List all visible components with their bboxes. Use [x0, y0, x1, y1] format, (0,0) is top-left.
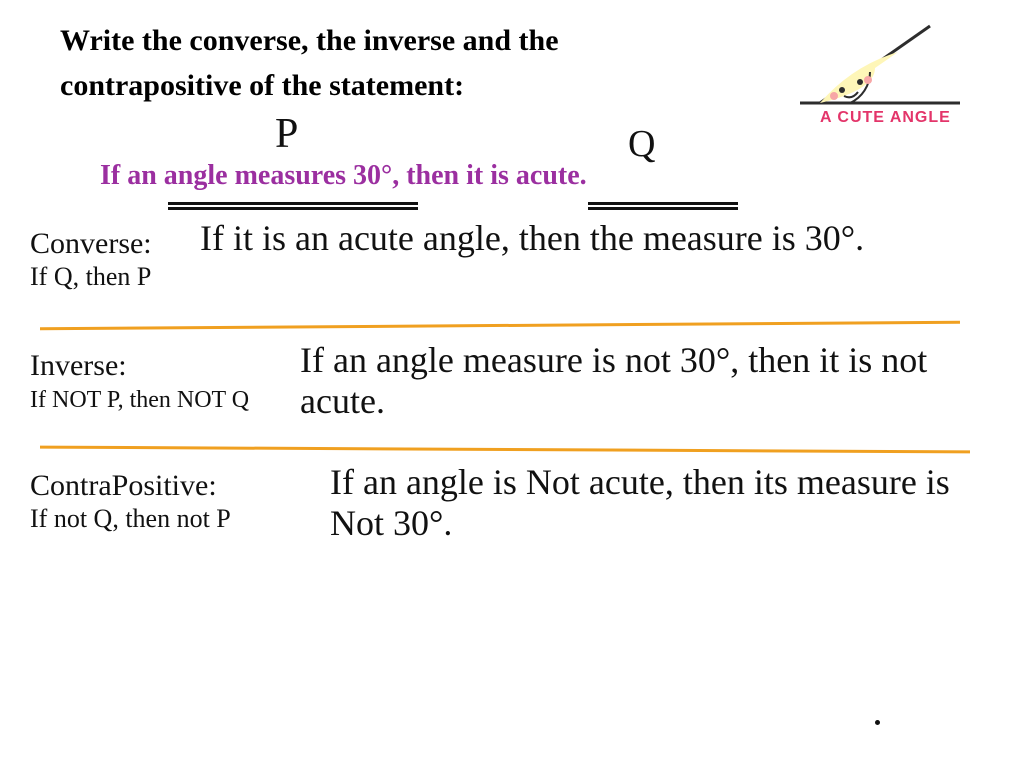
inverse-rule: If NOT P, then NOT Q	[30, 387, 249, 413]
converse-title: Converse:	[30, 227, 152, 260]
underline-hypothesis-2	[168, 201, 418, 210]
contrapositive-label: ContraPositive: If not Q, then not P	[30, 470, 231, 533]
inverse-text: If an angle measure is not 30°, then it …	[300, 340, 980, 423]
underline-conclusion-2	[588, 201, 738, 210]
converse-text: If it is an acute angle, then the measur…	[200, 218, 864, 259]
divider-1	[40, 321, 960, 330]
converse-label: Converse: If Q, then P	[30, 228, 152, 291]
divider-2	[40, 446, 970, 454]
cute-angle-caption: A CUTE ANGLE	[820, 109, 951, 127]
prompt-title: Write the converse, the inverse and the …	[60, 18, 700, 108]
conditional-statement: If an angle measures 30°, then it is acu…	[100, 160, 587, 192]
inverse-title: Inverse:	[30, 349, 127, 382]
cute-angle-illustration	[790, 18, 970, 113]
label-q: Q	[628, 122, 655, 166]
contrapositive-text: If an angle is Not acute, then its measu…	[330, 462, 980, 545]
converse-rule: If Q, then P	[30, 262, 151, 291]
inverse-label: Inverse: If NOT P, then NOT Q	[30, 350, 249, 413]
stray-dot	[875, 720, 880, 725]
contrapositive-title: ContraPositive:	[30, 469, 217, 502]
label-p: P	[275, 110, 298, 158]
contrapositive-rule: If not Q, then not P	[30, 504, 231, 533]
